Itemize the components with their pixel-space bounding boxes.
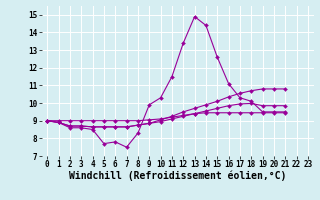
X-axis label: Windchill (Refroidissement éolien,°C): Windchill (Refroidissement éolien,°C) xyxy=(69,171,286,181)
